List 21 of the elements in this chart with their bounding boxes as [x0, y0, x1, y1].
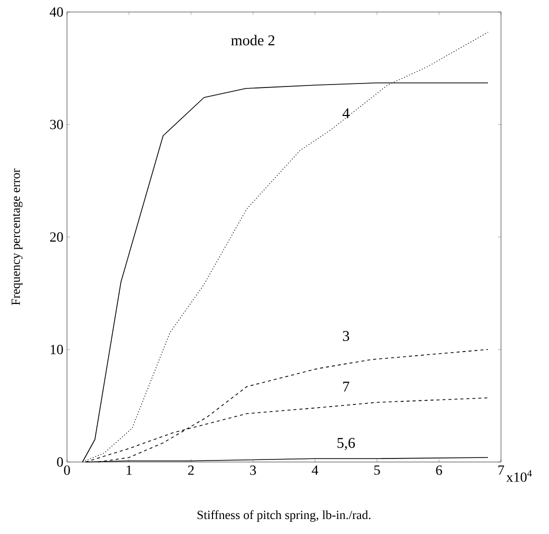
series-label: 7	[343, 382, 350, 392]
y-tick-label: 40	[50, 7, 63, 17]
y-tick-label: 20	[50, 232, 63, 242]
x-tick-label: 7	[498, 466, 504, 475]
x-tick-label: 0	[64, 466, 70, 475]
text: x10$^{4}$	[506, 470, 532, 482]
x-tick-label: 5	[374, 466, 380, 475]
series-label: 5,6	[338, 438, 355, 450]
x-tick-label: 1	[126, 466, 132, 475]
series-label: 3	[342, 330, 350, 342]
series-label: 4	[342, 108, 350, 118]
y-tick-label: 30	[50, 120, 63, 130]
x-axis-title: Stiffness of pitch spring, lb-in./rad.	[198, 510, 370, 522]
x-tick-label: 2	[188, 466, 194, 475]
x-tick-label: 4	[312, 466, 318, 475]
x-tick-label: 6	[436, 466, 442, 475]
y-axis-title: Frequency percentage error	[12, 168, 23, 306]
text: mode 2	[231, 34, 274, 46]
y-tick-label: 0	[57, 457, 63, 467]
y-tick-label: 10	[50, 344, 63, 354]
x-tick-label: 3	[250, 466, 256, 475]
